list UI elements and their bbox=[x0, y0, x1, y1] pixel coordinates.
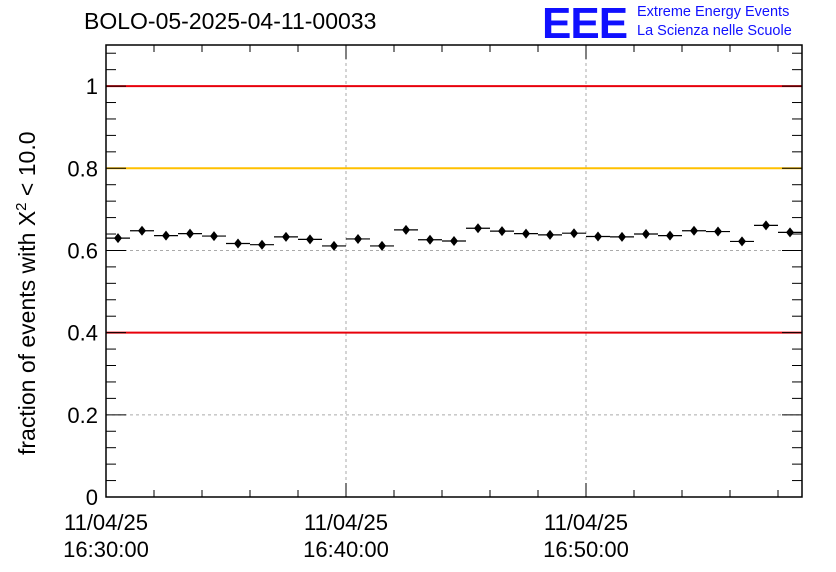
x-tick-label-time: 16:40:00 bbox=[303, 537, 389, 562]
y-tick-label: 0.6 bbox=[67, 238, 98, 263]
axis-ticks bbox=[105, 45, 802, 498]
eee-logo: EEE bbox=[542, 0, 628, 48]
y-tick-label: 0.4 bbox=[67, 321, 98, 346]
data-point bbox=[762, 220, 770, 231]
x-tick-labels: 11/04/2516:30:0011/04/2516:40:0011/04/25… bbox=[63, 510, 629, 562]
plot-frame bbox=[105, 44, 803, 498]
data-point bbox=[162, 230, 170, 241]
grid-lines bbox=[106, 45, 802, 497]
y-axis-label: fraction of events with X2 < 10.0 bbox=[13, 131, 40, 455]
data-point bbox=[402, 224, 410, 235]
logo-line-1: Extreme Energy Events bbox=[637, 4, 790, 20]
data-point bbox=[354, 233, 362, 244]
data-point bbox=[666, 230, 674, 241]
data-point bbox=[426, 234, 434, 245]
logo-line-2: La Scienza nelle Scuole bbox=[637, 23, 792, 39]
data-point bbox=[618, 231, 626, 242]
x-tick-label-date: 11/04/25 bbox=[544, 510, 628, 535]
y-axis-label-sup: 2 bbox=[13, 202, 30, 210]
x-tick-label-time: 16:50:00 bbox=[543, 537, 629, 562]
data-point bbox=[282, 231, 290, 242]
y-tick-label: 0.8 bbox=[67, 156, 98, 181]
data-point bbox=[210, 231, 218, 242]
data-point bbox=[306, 234, 314, 245]
x-tick-label-date: 11/04/25 bbox=[64, 510, 148, 535]
data-point bbox=[594, 231, 602, 242]
y-axis-label-prefix: fraction of events with X bbox=[14, 211, 40, 455]
data-point bbox=[330, 240, 338, 251]
y-tick-label: 0.2 bbox=[67, 403, 98, 428]
data-point bbox=[690, 225, 698, 236]
data-point bbox=[474, 223, 482, 234]
y-tick-label: 1 bbox=[86, 74, 98, 99]
data-point bbox=[450, 236, 458, 247]
data-point bbox=[786, 227, 794, 238]
x-tick-label-date: 11/04/25 bbox=[304, 510, 388, 535]
data-point bbox=[114, 233, 122, 244]
data-point bbox=[258, 239, 266, 250]
data-points bbox=[106, 220, 802, 251]
logo-text: Extreme Energy Events La Scienza nelle S… bbox=[637, 3, 792, 41]
data-point bbox=[498, 226, 506, 237]
data-point bbox=[738, 236, 746, 247]
y-axis-label-suffix: < 10.0 bbox=[14, 131, 40, 202]
y-tick-labels: 0 0.2 0.4 0.6 0.8 1 bbox=[67, 74, 98, 510]
data-point bbox=[714, 226, 722, 237]
data-point bbox=[186, 228, 194, 239]
data-point bbox=[138, 225, 146, 236]
y-tick-label: 0 bbox=[86, 485, 98, 510]
data-point bbox=[522, 228, 530, 239]
data-point bbox=[642, 229, 650, 240]
data-point bbox=[234, 238, 242, 249]
reference-lines bbox=[106, 85, 802, 334]
chart-title: BOLO-05-2025-04-11-00033 bbox=[84, 8, 377, 34]
data-point bbox=[378, 240, 386, 251]
x-tick-label-time: 16:30:00 bbox=[63, 537, 149, 562]
data-point bbox=[570, 228, 578, 239]
data-point bbox=[546, 229, 554, 240]
